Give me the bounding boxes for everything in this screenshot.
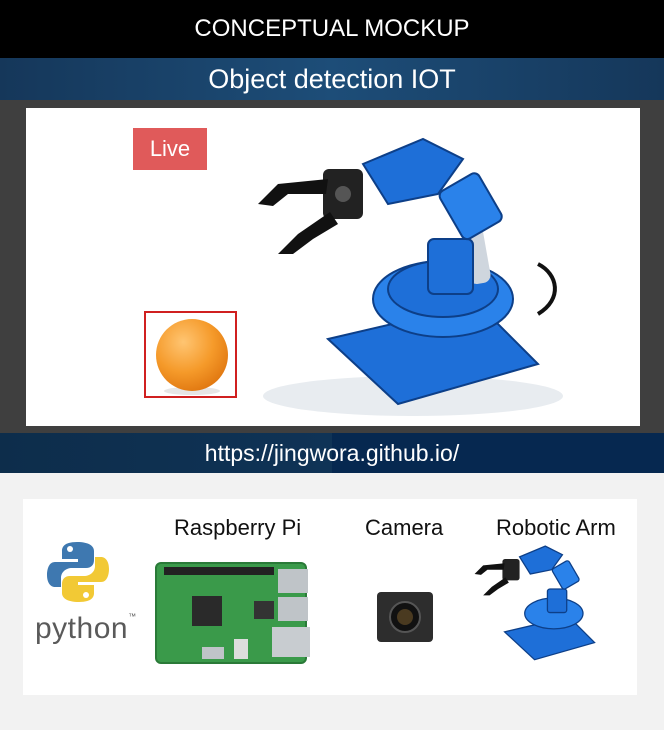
camera-image	[377, 592, 433, 642]
python-wordmark: python™	[35, 612, 137, 646]
robotic-arm-image	[258, 137, 563, 416]
components-panel: python™ Raspberry Pi Camera Robotic Arm	[23, 499, 637, 695]
python-label: python	[35, 612, 129, 645]
site-url-bar: https://jingwora.github.io/	[0, 433, 664, 473]
raspberry-pi-board-image	[155, 562, 310, 664]
orange-ball-image	[156, 319, 228, 395]
live-badge: Live	[133, 128, 207, 170]
detection-bounding-box	[144, 311, 237, 398]
robotic-arm-label: Robotic Arm	[496, 515, 616, 540]
banner-text: CONCEPTUAL MOCKUP	[194, 15, 470, 42]
python-logo-icon	[47, 542, 109, 602]
python-trademark: ™	[128, 612, 137, 621]
robotic-arm-thumbnail	[474, 545, 596, 661]
raspberry-pi-label: Raspberry Pi	[174, 515, 302, 540]
page-title-text: Object detection IOT	[208, 63, 456, 94]
live-video-feed: Live	[26, 108, 640, 426]
mockup-banner: CONCEPTUAL MOCKUP	[0, 0, 664, 58]
camera-label: Camera	[365, 515, 444, 540]
video-stage: Live	[0, 100, 664, 433]
site-url[interactable]: https://jingwora.github.io/	[204, 439, 460, 466]
page-title: Object detection IOT	[0, 58, 664, 100]
